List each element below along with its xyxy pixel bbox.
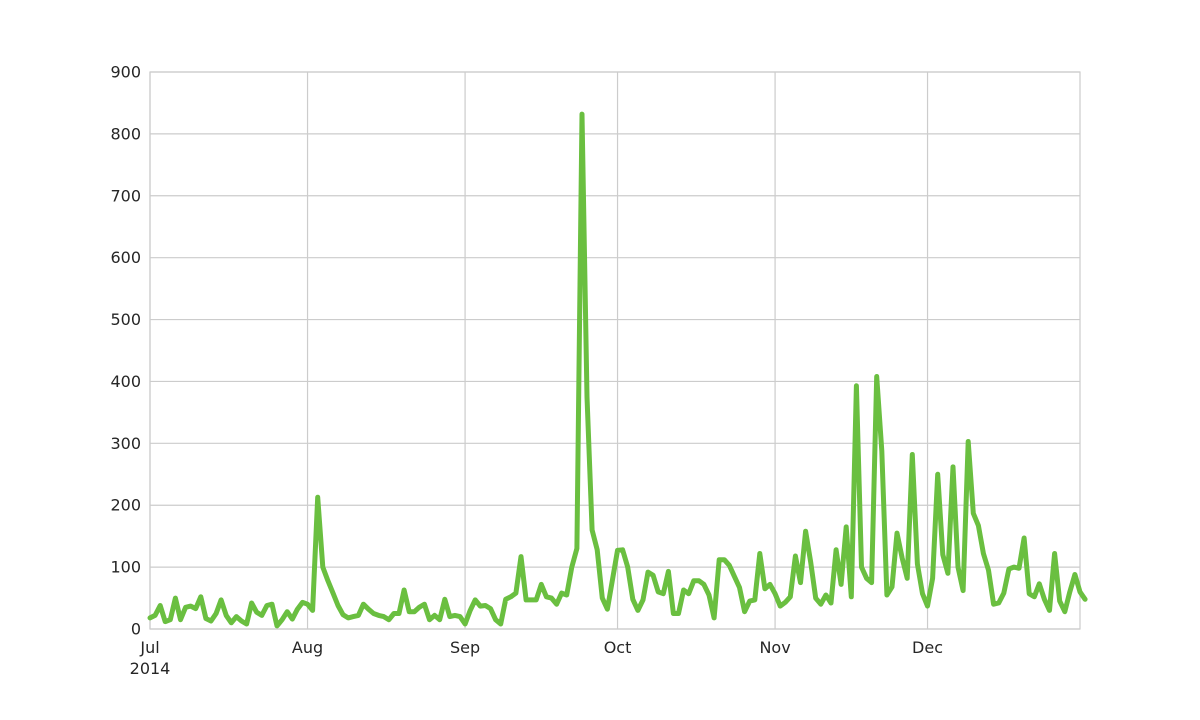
y-tick-label: 0 [131, 620, 141, 639]
series-layer [147, 111, 1088, 629]
x-tick-label: Nov [759, 638, 790, 657]
x-tick-label: Aug [292, 638, 323, 657]
y-axis-ticks: 0 100 200 300 400 500 600 700 800 900 [110, 63, 141, 639]
y-tick-label: 700 [110, 186, 141, 205]
x-tick-label: Dec [912, 638, 943, 657]
y-tick-label: 500 [110, 310, 141, 329]
plot-frame [149, 71, 1081, 630]
y-tick-label: 900 [110, 63, 141, 82]
x-tick-label: Oct [604, 638, 632, 657]
x-tick-label: Sep [450, 638, 480, 657]
y-tick-label: 100 [110, 558, 141, 577]
y-tick-label: 800 [110, 124, 141, 143]
y-tick-label: 600 [110, 248, 141, 267]
x-tick-label: Jul [139, 638, 159, 657]
y-tick-label: 300 [110, 434, 141, 453]
y-tick-label: 400 [110, 372, 141, 391]
x-axis-ticks: Jul 2014 Aug Sep Oct Nov Dec [130, 638, 943, 678]
x-tick-sublabel: 2014 [130, 659, 171, 678]
series-line [147, 111, 1088, 629]
y-tick-label: 200 [110, 496, 141, 515]
